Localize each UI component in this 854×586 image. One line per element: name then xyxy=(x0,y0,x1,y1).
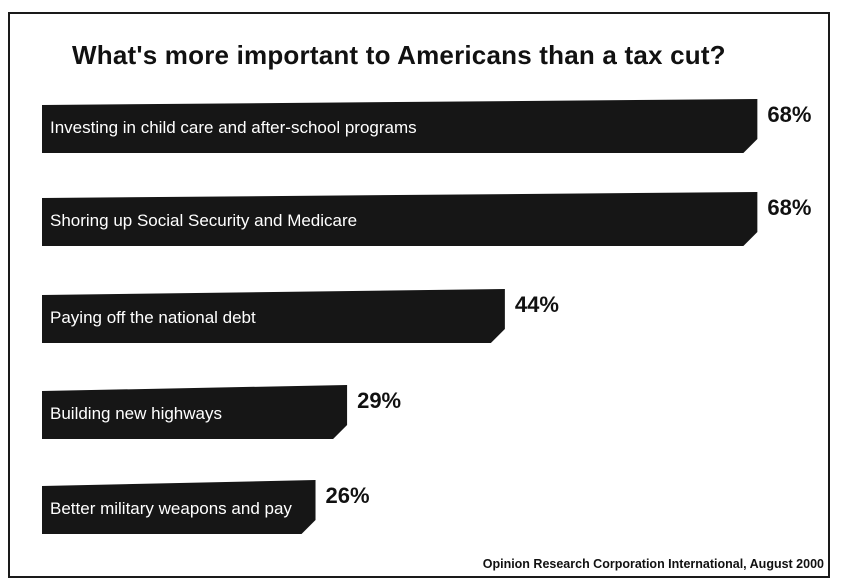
bar xyxy=(42,289,505,343)
category-label: Building new highways xyxy=(50,404,222,423)
chart-title: What's more important to Americans than … xyxy=(72,40,726,70)
value-label: 29% xyxy=(357,388,401,413)
source-note: Opinion Research Corporation Internation… xyxy=(482,557,824,571)
bar xyxy=(42,99,758,153)
value-label: 68% xyxy=(767,195,811,220)
category-label: Investing in child care and after-school… xyxy=(50,118,417,137)
bar xyxy=(42,192,758,246)
value-label: 44% xyxy=(515,292,559,317)
bar xyxy=(42,385,348,439)
value-label: 26% xyxy=(326,483,370,508)
value-label: 68% xyxy=(767,102,811,127)
category-label: Better military weapons and pay xyxy=(50,499,292,518)
category-label: Shoring up Social Security and Medicare xyxy=(50,211,357,230)
bar xyxy=(42,480,316,534)
category-label: Paying off the national debt xyxy=(50,308,256,327)
